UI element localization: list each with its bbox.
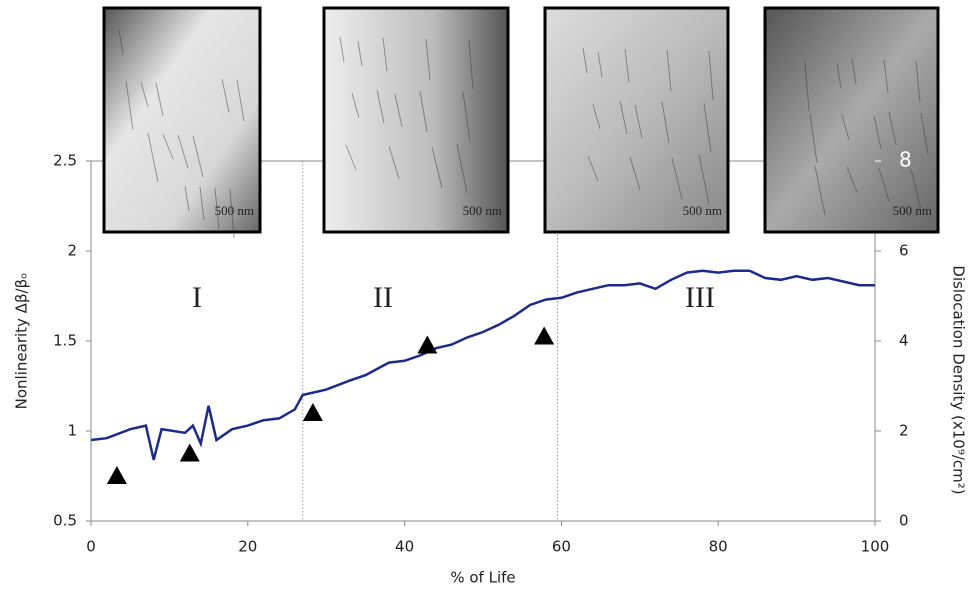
- micrograph: [543, 6, 730, 234]
- x-tick-label: 60: [552, 538, 571, 556]
- y2-tick-label: 8: [899, 148, 912, 172]
- micrograph-texture: [836, 62, 842, 89]
- micrograph-texture: [814, 165, 826, 216]
- micrograph-texture: [345, 144, 357, 171]
- micrograph-texture: [147, 132, 159, 183]
- data-line: [90, 269, 875, 461]
- micrograph-texture: [910, 168, 922, 211]
- micrograph-texture: [339, 36, 345, 63]
- micrograph-texture: [431, 146, 443, 189]
- y-tick-label: 0.5: [53, 512, 77, 530]
- micrograph-texture: [419, 90, 428, 133]
- micrograph: [763, 6, 940, 234]
- micrograph-texture: [878, 167, 890, 202]
- triangle-marker: [417, 335, 438, 354]
- micrograph-texture: [841, 114, 850, 141]
- micrograph-texture: [351, 92, 360, 119]
- micrograph: [322, 6, 510, 234]
- micrograph-texture: [229, 188, 235, 239]
- micrograph-texture: [597, 51, 603, 78]
- y-tick-label: 1: [67, 422, 77, 440]
- x-tick-label: 40: [395, 538, 414, 556]
- y-tick-label: 1.5: [53, 332, 77, 350]
- micrograph-texture: [155, 82, 164, 117]
- scale-label: 500 nm: [683, 203, 722, 218]
- micrograph-texture: [236, 79, 245, 122]
- x-tick-label: 100: [861, 538, 890, 556]
- micrograph-texture: [634, 104, 643, 139]
- micrograph-texture: [118, 29, 124, 56]
- region-label: I: [192, 281, 202, 314]
- triangle-marker: [534, 326, 555, 345]
- y2-tick-label: 0: [899, 512, 909, 530]
- micrograph-texture: [177, 134, 189, 169]
- micrograph-texture: [883, 59, 889, 94]
- micrograph-texture: [619, 100, 628, 135]
- y-axis-label: Nonlinearity Δβ/βₒ: [13, 273, 31, 410]
- triangle-marker: [302, 403, 323, 421]
- micrograph-texture: [214, 187, 220, 230]
- y2-tick-label: 6: [899, 242, 909, 260]
- micrograph-texture: [582, 47, 588, 74]
- micrograph-texture: [425, 38, 431, 81]
- triangle-marker: [106, 466, 127, 484]
- micrograph-texture: [666, 49, 672, 92]
- micrograph-texture: [873, 115, 882, 150]
- micrograph-texture: [199, 186, 205, 221]
- triangle-marker: [179, 443, 200, 462]
- micrograph-texture: [462, 91, 471, 142]
- y-tick-label: 2.5: [53, 152, 77, 170]
- micrograph: [102, 6, 262, 234]
- y2-tick-label: 4: [899, 332, 909, 350]
- micrograph-texture: [915, 60, 921, 103]
- micrograph-texture: [125, 80, 134, 131]
- y-tick-label: 2: [67, 242, 77, 260]
- micrograph-texture: [376, 89, 385, 124]
- x-tick-label: 20: [238, 538, 257, 556]
- micrograph-texture: [888, 111, 897, 146]
- micrograph-texture: [809, 113, 818, 164]
- micrograph-texture: [592, 103, 601, 130]
- micrograph-texture: [382, 37, 388, 72]
- scale-label: 500 nm: [215, 203, 254, 218]
- micrograph-texture: [846, 166, 858, 193]
- micrograph-texture: [162, 133, 174, 160]
- micrograph-texture: [394, 93, 403, 128]
- micrograph-texture: [184, 185, 190, 212]
- micrograph-texture: [671, 157, 683, 200]
- micrograph-texture: [357, 40, 363, 67]
- micrograph-texture: [456, 143, 468, 194]
- micrograph-texture: [468, 39, 474, 90]
- scale-label: 500 nm: [463, 203, 502, 218]
- micrograph-texture: [587, 155, 599, 182]
- region-label: III: [685, 281, 715, 314]
- micrograph-texture: [661, 101, 670, 144]
- micrograph-texture: [624, 48, 630, 83]
- micrograph-texture: [140, 81, 149, 108]
- y2-tick-label: 2: [899, 422, 909, 440]
- micrograph-texture: [698, 154, 710, 205]
- x-tick-label: 0: [86, 538, 96, 556]
- micrograph-texture: [221, 78, 230, 113]
- micrograph-texture: [192, 135, 204, 178]
- x-tick-label: 80: [709, 538, 728, 556]
- x-axis-label: % of Life: [450, 569, 515, 587]
- micrograph-texture: [388, 145, 400, 180]
- micrograph-texture: [920, 112, 929, 155]
- micrograph-texture: [851, 58, 857, 85]
- micrograph-texture: [703, 102, 712, 153]
- micrograph-texture: [708, 50, 714, 101]
- micrograph-texture: [804, 61, 810, 112]
- scale-label: 500 nm: [893, 203, 932, 218]
- y2-axis-label: Dislocation Density (x10⁹/cm²): [950, 265, 968, 494]
- region-label: II: [373, 281, 393, 314]
- micrograph-texture: [629, 156, 641, 191]
